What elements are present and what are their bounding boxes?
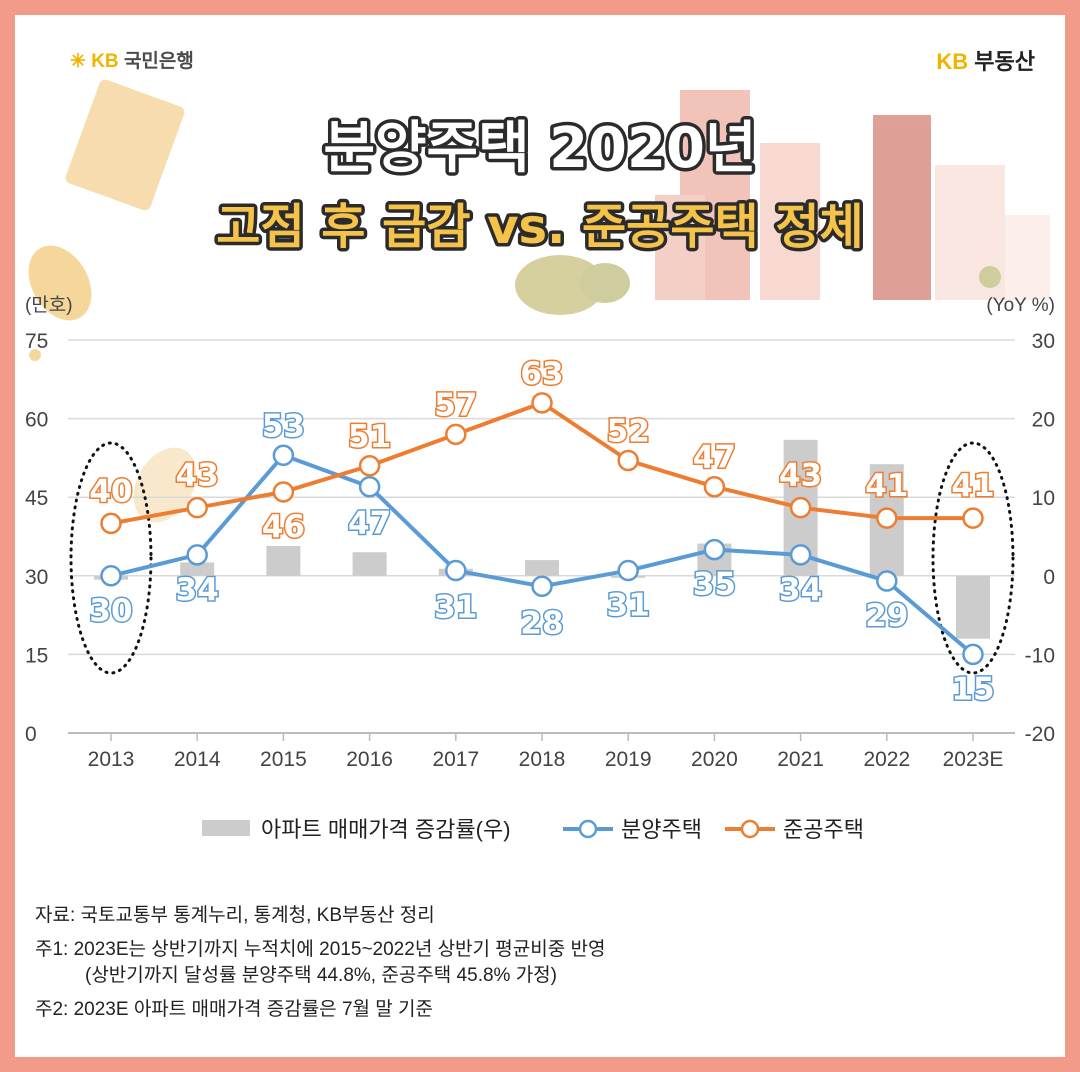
data-point	[617, 449, 639, 472]
highlight-ellipse	[69, 441, 153, 675]
data-label: 46	[262, 509, 305, 545]
right-tick-label: -10	[1025, 644, 1055, 667]
highlight-ellipse	[931, 441, 1015, 675]
data-point	[445, 559, 467, 582]
x-tick-label: 2014	[174, 748, 221, 771]
right-tick-label: 10	[1032, 487, 1055, 510]
data-point	[186, 544, 208, 566]
source-note: 자료: 국토교통부 통계누리, 통계청, KB부동산 정리	[35, 905, 435, 926]
x-tick-label: 2016	[346, 748, 393, 771]
data-label: 34	[176, 572, 219, 608]
data-label: 28	[520, 605, 563, 641]
data-point	[876, 507, 898, 529]
data-label: 51	[348, 419, 391, 455]
left-tick-label: 60	[25, 409, 48, 432]
data-point	[789, 544, 812, 566]
data-point	[100, 565, 122, 587]
kb-bank-logo: ✳ KB 국민은행	[70, 51, 194, 72]
data-label: 41	[865, 468, 908, 504]
data-point	[358, 455, 381, 477]
left-tick-label: 0	[25, 723, 37, 746]
data-label: 52	[607, 414, 650, 450]
left-tick-label: 45	[25, 487, 48, 510]
title-line-1: 분양주택 2020년	[324, 116, 757, 181]
x-tick-label: 2023E	[943, 748, 1004, 771]
x-tick-label: 2020	[691, 748, 738, 771]
right-tick-label: 20	[1032, 409, 1055, 432]
highlight-ellipses	[69, 441, 1015, 675]
left-axis-unit: (만호)	[25, 294, 73, 316]
data-label: 34	[779, 572, 822, 608]
right-axis-unit: (YoY %)	[986, 295, 1055, 316]
chart-canvas: 분양주택 2020년 고점 후 급감 vs. 준공주택 정체 0 15 30 45 60…	[25, 79, 1055, 842]
data-point	[531, 575, 553, 598]
bar	[180, 562, 215, 576]
data-point	[876, 570, 898, 592]
data-point	[617, 559, 639, 582]
data-point	[186, 496, 208, 519]
decorative-skyline	[515, 90, 1050, 315]
legend-label: 아파트 매매가격 증감률(우)	[261, 817, 511, 842]
x-tick-label: 2022	[863, 748, 910, 771]
data-label: 30	[89, 593, 132, 629]
chart-axes: 0 15 30 45 60 75 -20 -10 0 10 20 30 (만호) (YoY %) 2013 2…	[25, 294, 1055, 771]
right-tick-label: 30	[1032, 330, 1055, 353]
data-label: 43	[176, 458, 219, 494]
kb-realestate-logo: KB 부동산	[936, 49, 1035, 74]
x-tick-label: 2015	[260, 748, 307, 771]
data-point	[272, 481, 295, 503]
chart-legend: 아파트 매매가격 증감률(우) 분양주택 준공주택	[202, 817, 864, 842]
data-label: 35	[693, 567, 736, 603]
data-label: 53	[262, 408, 305, 444]
footnotes: 자료: 국토교통부 통계누리, 통계청, KB부동산 정리 주1: 2023E는…	[35, 903, 605, 1023]
left-tick-label: 75	[25, 330, 48, 353]
data-point	[703, 538, 726, 561]
data-label: 47	[693, 440, 736, 476]
data-label: 43	[779, 458, 822, 494]
data-label: 15	[951, 671, 994, 707]
data-label: 47	[348, 506, 391, 542]
x-tick-label: 2018	[519, 748, 566, 771]
data-label: 57	[434, 387, 477, 423]
decorative-coins	[28, 79, 197, 523]
legend-marker	[740, 819, 760, 839]
x-tick-label: 2013	[88, 748, 135, 771]
right-tick-label: -20	[1025, 723, 1055, 746]
bar	[352, 552, 387, 576]
left-tick-label: 15	[25, 644, 48, 667]
bar	[956, 575, 990, 639]
note-1-detail: (상반기까지 달성률 분양주택 44.8%, 준공주택 45.8% 가정)	[85, 965, 557, 986]
x-tick-label: 2017	[432, 748, 479, 771]
data-point	[962, 507, 984, 529]
data-point	[703, 475, 726, 498]
bar	[525, 560, 559, 576]
data-label: 41	[951, 468, 994, 504]
data-label: 29	[865, 598, 908, 634]
legend-label: 분양주택	[621, 817, 702, 842]
note-2: 주2: 2023E 아파트 매매가격 증감률은 7월 말 기준	[35, 999, 433, 1020]
legend-marker	[578, 819, 598, 839]
infographic-card: 분양주택 2020년 고점 후 급감 vs. 준공주택 정체 0 15 30 45 60…	[15, 15, 1065, 1057]
data-label: 31	[607, 588, 650, 624]
data-point	[962, 643, 984, 666]
x-tick-label: 2021	[777, 748, 824, 771]
bar	[266, 545, 301, 576]
right-tick-label: 0	[1043, 566, 1055, 589]
x-tick-label: 2019	[605, 748, 652, 771]
legend-label: 준공주택	[783, 817, 864, 842]
line-series: 30 34 53 47 31 28 31 35 34 29 15 40 43 46 51 57 63 52 47 43…	[88, 354, 996, 709]
data-point	[100, 512, 122, 535]
data-point	[531, 392, 553, 414]
data-label: 63	[520, 356, 563, 392]
left-tick-label: 30	[25, 566, 48, 589]
data-label: 40	[89, 473, 132, 509]
data-label: 31	[434, 590, 477, 626]
data-point	[272, 444, 295, 467]
note-1: 주1: 2023E는 상반기까지 누적치에 2015~2022년 상반기 평균비…	[35, 939, 606, 960]
data-point	[789, 496, 812, 519]
title-line-2: 고점 후 급감 vs. 준공주택 정체	[216, 199, 863, 255]
legend-bar-swatch	[202, 820, 250, 836]
data-point	[358, 475, 381, 498]
data-point	[445, 423, 467, 446]
